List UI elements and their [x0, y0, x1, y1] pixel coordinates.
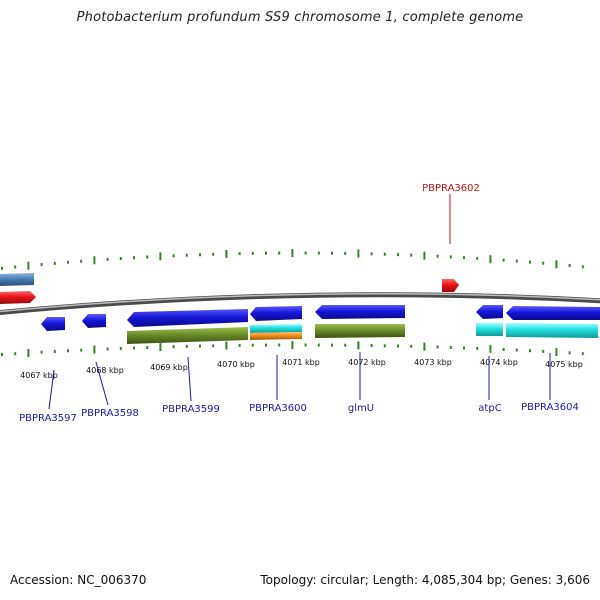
kbp-label-4067: 4067 kbp	[20, 371, 58, 380]
gene-label-pbpra3597[interactable]: PBPRA3597	[19, 413, 77, 424]
cds-arrow-pbpra3600	[250, 306, 302, 321]
scale-ticks	[1, 249, 584, 357]
gene-label-pbpra3599[interactable]: PBPRA3599	[162, 404, 220, 415]
map-title: Photobacterium profundum SS9 chromosome …	[76, 10, 524, 25]
kbp-labels: 4067 kbp 4068 kbp 4069 kbp 4070 kbp 4071…	[20, 358, 583, 380]
gene-bar-pbpra3600-cyan	[250, 324, 302, 333]
gene-bar-pbpra3600-orange	[250, 332, 302, 340]
chromosome-backbone	[0, 292, 600, 316]
topology-text: Topology: circular; Length: 4,085,304 bp…	[260, 573, 590, 587]
gene-bar-glmU	[315, 324, 405, 338]
kbp-label-4074: 4074 kbp	[480, 358, 518, 367]
cds-arrow-red-left	[0, 291, 36, 304]
cds-arrow-pbpra3604	[506, 306, 600, 320]
cds-arrow-pbpra3599	[127, 309, 248, 327]
kbp-label-4068: 4068 kbp	[86, 366, 124, 375]
reverse-features	[41, 305, 600, 344]
gene-label-pbpra3598[interactable]: PBPRA3598	[81, 408, 139, 419]
gene-label-pbpra3602[interactable]: PBPRA3602	[422, 183, 480, 194]
cds-arrow-atpC	[476, 305, 503, 319]
forward-features	[0, 273, 459, 304]
gene-bar-pbpra3604	[506, 323, 598, 338]
accession-text: Accession: NC_006370	[10, 573, 147, 587]
kbp-label-4073: 4073 kbp	[414, 358, 452, 367]
gene-label-pbpra3604[interactable]: PBPRA3604	[521, 402, 579, 413]
gene-bar-atpC	[476, 323, 503, 336]
gene-labels: PBPRA3597 PBPRA3598 PBPRA3599 PBPRA3600 …	[19, 183, 579, 424]
gene-label-glmU[interactable]: glmU	[348, 403, 374, 414]
kbp-label-4075: 4075 kbp	[545, 360, 583, 369]
kbp-label-4070: 4070 kbp	[217, 360, 255, 369]
kbp-label-4072: 4072 kbp	[348, 358, 386, 367]
gene-label-pbpra3600[interactable]: PBPRA3600	[249, 403, 307, 414]
leader-lines	[48, 194, 551, 410]
kbp-label-4069: 4069 kbp	[150, 363, 188, 372]
gene-label-atpC[interactable]: atpC	[478, 403, 501, 414]
cds-arrow-glmU	[315, 305, 405, 319]
kbp-label-4071: 4071 kbp	[282, 358, 320, 367]
cds-arrow-pbpra3598	[82, 314, 106, 328]
cds-arrow-steel	[0, 273, 34, 286]
gene-bar-pbpra3599	[127, 327, 248, 344]
cds-arrow-pbpra3597	[41, 317, 65, 331]
cds-arrow-red-pbpra3602	[442, 279, 459, 292]
